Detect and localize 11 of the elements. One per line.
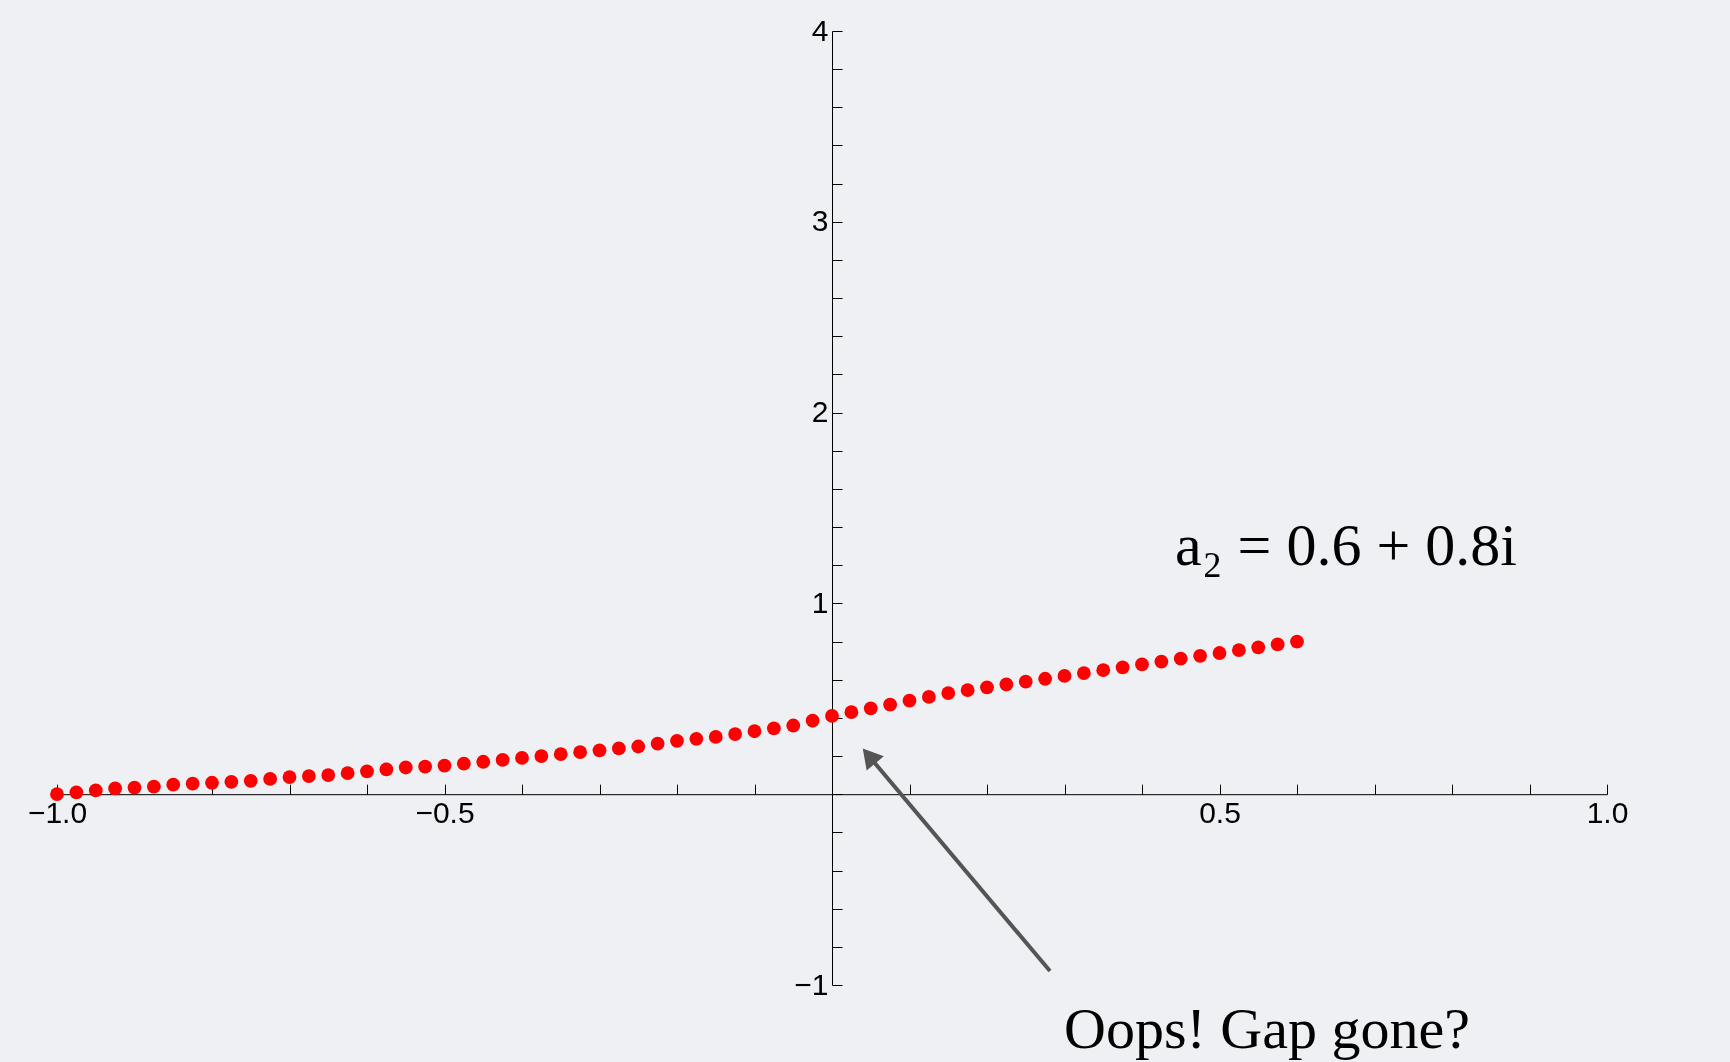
y-tick-label: 4	[811, 13, 829, 47]
text: Oops! Gap gone?	[1064, 996, 1470, 1061]
annotation: a₂ = 0.6 + 0.8i	[1175, 511, 1517, 578]
y-tick-label: 3	[811, 204, 829, 238]
x-tick-label: 0.5	[1199, 795, 1241, 829]
x-tick-label: −1.0	[27, 795, 88, 829]
x-tick-label: −0.5	[415, 795, 475, 829]
y-tick-label: 2	[811, 395, 829, 429]
y-tick-label: −1	[794, 967, 829, 1001]
y-tick-label: 1	[811, 585, 829, 619]
x-tick-label: 1.0	[1586, 795, 1629, 829]
